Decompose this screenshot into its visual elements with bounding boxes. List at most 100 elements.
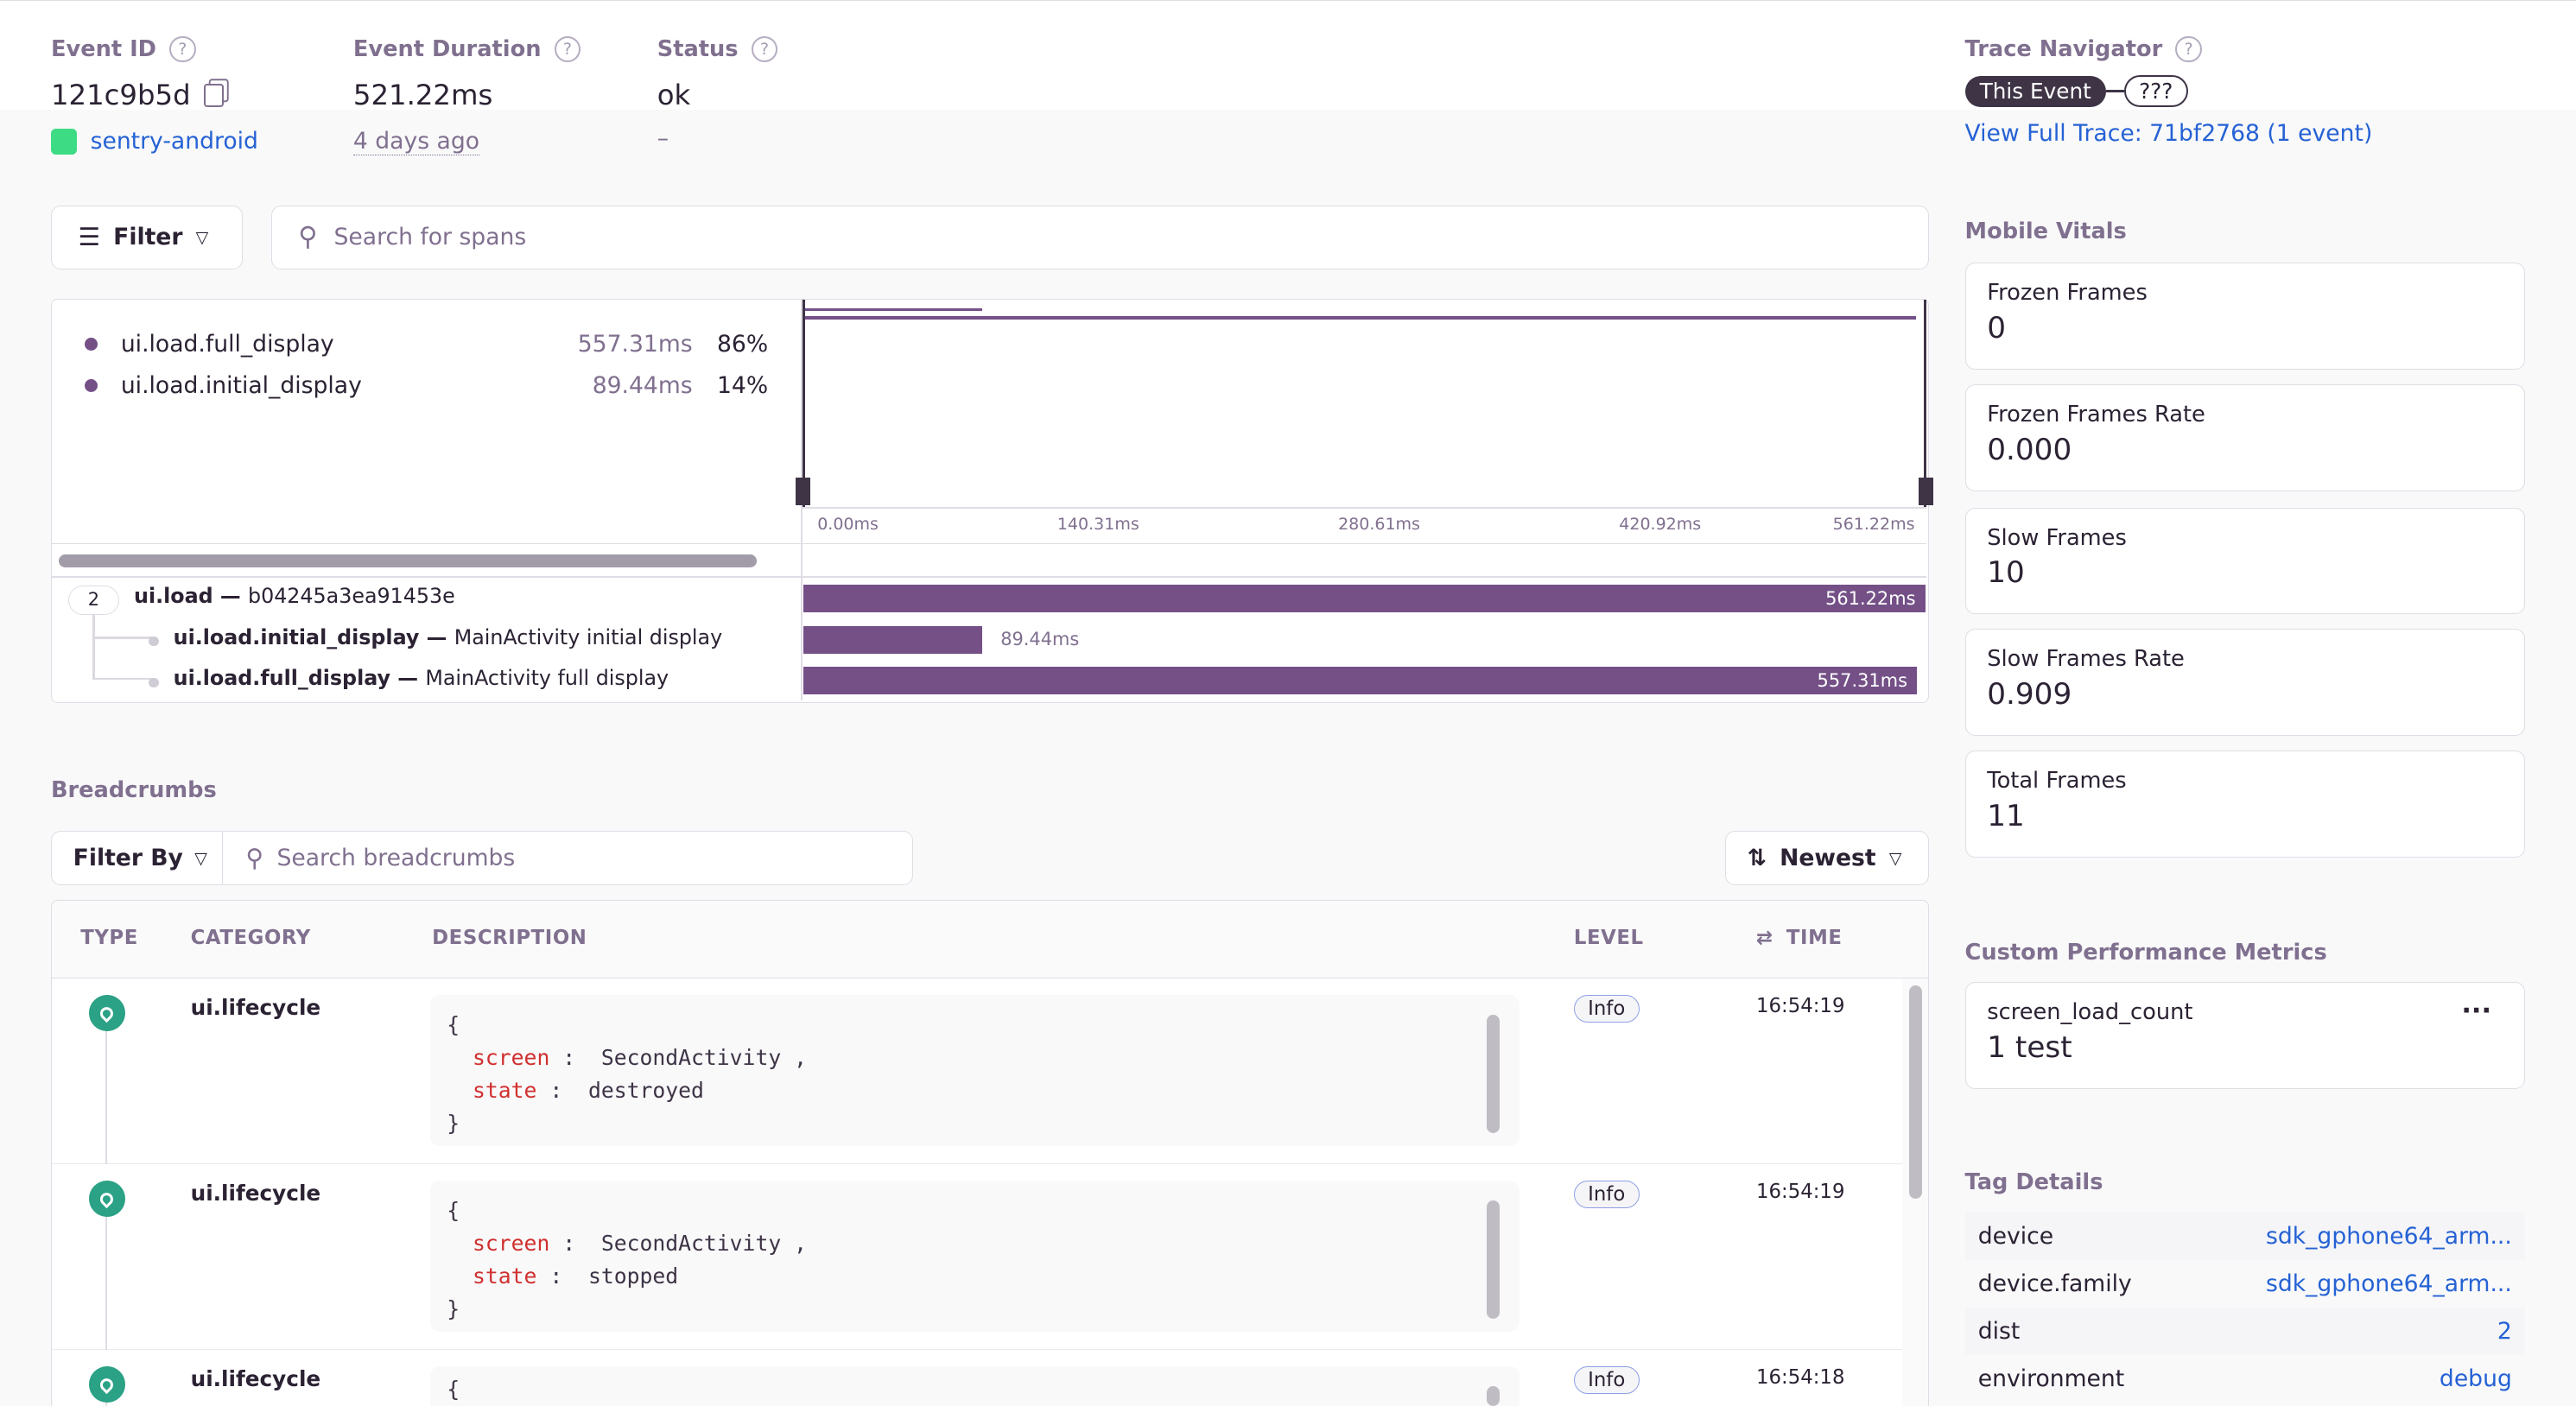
span-search-input[interactable]: ⚲ Search for spans [270, 205, 1929, 269]
json-value: stopped [587, 1263, 679, 1289]
legend-duration: 89.44ms [592, 371, 693, 399]
span-separator: — [419, 624, 454, 649]
custom-metrics-title: Custom Performance Metrics [1964, 939, 2327, 966]
legend-pct: 86% [716, 331, 769, 358]
span-op: ui.load.initial_display [173, 624, 420, 649]
event-id-value: 121c9b5d [50, 79, 191, 112]
tag-value[interactable]: debug [2439, 1365, 2512, 1393]
json-key: state [473, 1077, 537, 1103]
vital-value: 0 [1987, 311, 2007, 345]
column-time[interactable]: ⇄ TIME [1756, 927, 1843, 949]
breadcrumbs-scrollbar[interactable] [1908, 985, 1923, 1200]
breadcrumb-time: 16:54:19 [1756, 1181, 1845, 1204]
axis-tick: 561.22ms [1832, 515, 1915, 535]
span-filter-button[interactable]: ☰ Filter ▽ [50, 205, 244, 269]
chevron-down-icon: ▽ [194, 848, 207, 868]
tag-row: environment debug [1964, 1354, 2526, 1403]
level-badge: Info [1573, 1181, 1640, 1209]
help-icon[interactable]: ? [2175, 35, 2202, 63]
span-bar[interactable]: 557.31ms [803, 667, 1918, 695]
filter-by-button[interactable]: Filter By ▽ [50, 831, 224, 886]
vital-label: Slow Frames [1987, 524, 2127, 551]
duration-label-text: Event Duration [352, 36, 542, 63]
this-event-node[interactable]: This Event [1964, 75, 2106, 108]
axis-line [803, 506, 1926, 509]
legend-op: ui.load.initial_display [120, 371, 362, 399]
view-full-trace-link[interactable]: View Full Trace: 71bf2768 (1 event) [1964, 119, 2373, 147]
minimap[interactable] [795, 300, 1934, 507]
column-level: LEVEL [1573, 926, 1644, 949]
trace-navigator-label: Trace Navigator? [1964, 35, 2202, 63]
legend-duration: 557.31ms [577, 331, 693, 358]
vital-label: Frozen Frames Rate [1987, 402, 2205, 428]
breadcrumb-row[interactable]: ui.lifecycle { Info 16:54:18 [52, 1350, 1903, 1406]
filter-label: Filter [113, 224, 183, 251]
project-name[interactable]: sentry-android [90, 128, 258, 155]
timeline-line [105, 1011, 107, 1165]
tag-key: environment [1977, 1365, 2125, 1393]
location-pin-icon [88, 995, 125, 1032]
trace-navigator-text: Trace Navigator [1964, 36, 2163, 63]
level-badge: Info [1573, 995, 1640, 1023]
duration-label: Event Duration? [352, 35, 581, 63]
span-separator: — [213, 584, 248, 609]
android-icon [50, 128, 78, 155]
tag-value[interactable]: sdk_gphone64_arm... [2265, 1222, 2512, 1250]
legend-item: ui.load.initial_display 89.44ms 14% [84, 371, 769, 399]
event-id-label-text: Event ID [50, 36, 156, 63]
span-separator: — [390, 666, 426, 691]
legend-pct: 14% [716, 371, 769, 399]
span-row[interactable]: ui.load — b04245a3ea91453e [134, 584, 455, 608]
filter-by-label: Filter By [73, 845, 183, 872]
breadcrumb-description: { screen : SecondActivity , state : stop… [430, 1181, 1520, 1333]
vital-card: Slow Frames Rate 0.909 [1964, 629, 2526, 736]
event-age[interactable]: 4 days ago [352, 128, 480, 156]
tag-row: dist 2 [1964, 1307, 2526, 1355]
status-label-text: Status [657, 36, 739, 63]
span-row[interactable]: ui.load.initial_display — MainActivity i… [149, 624, 722, 649]
breadcrumb-row[interactable]: ui.lifecycle { screen : SecondActivity ,… [52, 978, 1903, 1165]
vital-label: Frozen Frames [1987, 280, 2148, 307]
column-category: CATEGORY [190, 926, 311, 949]
json-value: SecondActivity [600, 1230, 782, 1256]
unknown-node[interactable]: ??? [2123, 75, 2188, 108]
vital-value: 0.909 [1987, 677, 2072, 712]
vital-value: 11 [1987, 798, 2025, 833]
legend-item: ui.load.full_display 557.31ms 86% [84, 331, 769, 358]
copy-icon[interactable] [203, 83, 224, 107]
vital-card: Frozen Frames Rate 0.000 [1964, 384, 2526, 491]
timeline-line [105, 1197, 107, 1351]
sort-button[interactable]: ⇅ Newest ▽ [1724, 831, 1929, 886]
help-icon[interactable]: ? [554, 35, 581, 63]
tag-value[interactable]: sdk_gphone64_arm... [2265, 1270, 2512, 1297]
help-icon[interactable]: ? [751, 35, 778, 63]
horizontal-scrollbar[interactable] [58, 554, 757, 568]
json-key: state [473, 1263, 537, 1289]
axis-tick: 140.31ms [1056, 515, 1139, 535]
axis-tick: 420.92ms [1619, 515, 1702, 535]
vital-card: Frozen Frames 0 [1964, 263, 2526, 370]
span-row[interactable]: ui.load.full_display — MainActivity full… [149, 666, 669, 691]
span-bar[interactable] [803, 625, 983, 654]
breadcrumb-search-input[interactable]: ⚲ Search breadcrumbs [221, 831, 914, 886]
legend-dot-icon [84, 338, 98, 352]
tree-line [92, 615, 96, 678]
search-placeholder: Search breadcrumbs [276, 845, 516, 872]
chevron-down-icon: ▽ [195, 227, 209, 247]
breadcrumb-row[interactable]: ui.lifecycle { screen : SecondActivity ,… [52, 1164, 1903, 1351]
legend-dot-icon [84, 378, 98, 392]
help-icon[interactable]: ? [169, 35, 196, 63]
child-count-toggle[interactable]: 2 [67, 586, 119, 616]
code-scrollbar[interactable] [1487, 1200, 1501, 1320]
code-scrollbar[interactable] [1487, 1015, 1501, 1134]
more-options-icon[interactable]: ··· [2461, 996, 2492, 1027]
code-scrollbar[interactable] [1487, 1386, 1501, 1406]
span-bar[interactable]: 561.22ms [803, 585, 1926, 613]
minimap-handle-left[interactable] [795, 477, 810, 505]
tree-line [92, 636, 155, 639]
minimap-handle-right[interactable] [1919, 477, 1934, 505]
duration-value: 521.22ms [352, 79, 493, 112]
tag-value[interactable]: 2 [2497, 1317, 2512, 1345]
event-id: 121c9b5d [51, 79, 224, 111]
project-link[interactable]: sentry-android [50, 128, 258, 155]
